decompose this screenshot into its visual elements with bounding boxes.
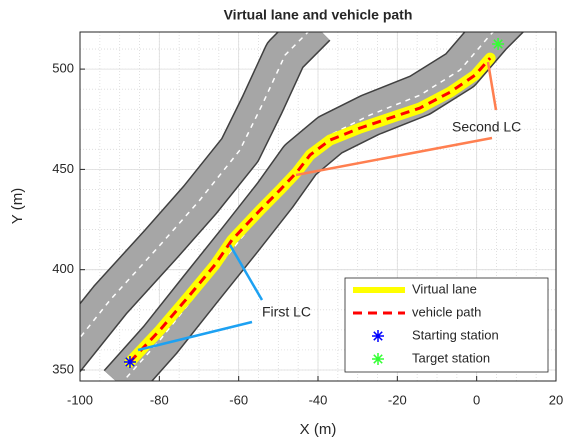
- y-tick-label: 350: [52, 361, 74, 376]
- y-tick-label: 400: [52, 261, 74, 276]
- legend-marker: [372, 330, 384, 342]
- x-tick-label: -80: [150, 392, 169, 407]
- plot: [80, 32, 525, 381]
- legend-label: vehicle path: [412, 304, 481, 319]
- legend-box: [344, 277, 549, 373]
- x-tick-label: -20: [388, 392, 407, 407]
- y-tick-label: 450: [52, 161, 74, 176]
- lane-divider: [80, 32, 310, 339]
- annotation: Second LC: [452, 119, 521, 135]
- legend-label: Starting station: [412, 327, 499, 342]
- x-axis-label: X (m): [300, 421, 337, 438]
- x-tick-label: 0: [473, 392, 480, 407]
- x-tick-label: -100: [67, 392, 93, 407]
- annotation-arrows: [137, 61, 498, 352]
- series-line: [128, 57, 492, 363]
- y-tick-label: 500: [52, 61, 74, 76]
- legend-label: Virtual lane: [412, 281, 477, 296]
- x-tick-label: 20: [549, 392, 563, 407]
- annotation: First LC: [262, 304, 311, 320]
- x-tick-label: -40: [309, 392, 328, 407]
- arrow: [295, 136, 493, 177]
- y-axis-label: Y (m): [9, 188, 26, 224]
- legend: Virtual lane vehicle path Starting station…: [344, 277, 549, 373]
- legend-marker: [372, 353, 384, 365]
- station-marker: [492, 38, 505, 51]
- arrow: [228, 244, 264, 301]
- station-marker: [123, 355, 136, 368]
- arrow: [137, 320, 253, 352]
- x-tick-label: -60: [229, 392, 248, 407]
- chart-title: Virtual lane and vehicle path: [224, 7, 413, 23]
- arrow: [486, 61, 498, 111]
- legend-label: Target station: [412, 350, 490, 365]
